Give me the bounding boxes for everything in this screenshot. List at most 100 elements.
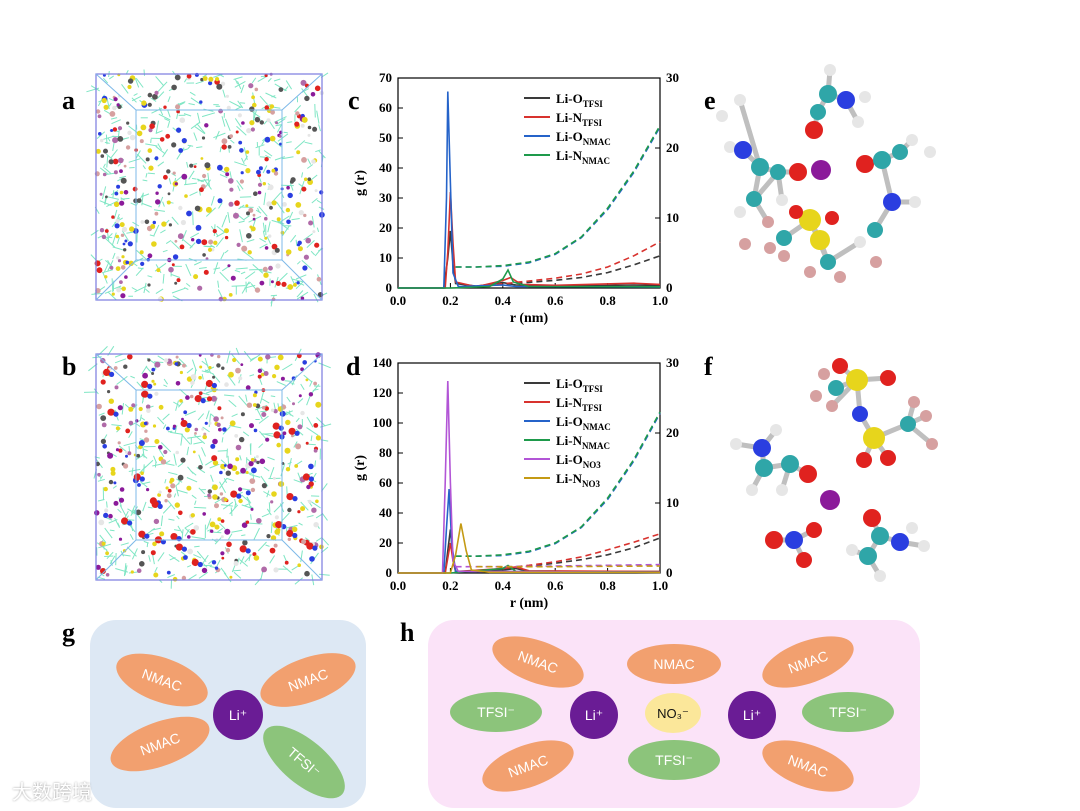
no3-anion-center: NO₃⁻	[645, 693, 701, 733]
panel-label-a: a	[62, 86, 75, 115]
y-left-tick-label: 10	[379, 250, 392, 265]
y-left-tick-label: 0	[386, 565, 393, 580]
li-ion-g: Li⁺	[213, 690, 263, 740]
x-tick-label: 1.0	[652, 578, 668, 593]
box-front	[95, 73, 323, 301]
li-ion-right: Li⁺	[728, 691, 776, 739]
legend-label-li-o-nmac: Li-ONMAC	[556, 414, 611, 432]
pill-nmac-5: NMAC	[762, 740, 854, 792]
y-left-tick-label: 40	[379, 160, 392, 175]
panel-label-d: d	[346, 352, 361, 381]
pill-nmac-4: NMAC	[482, 740, 574, 792]
x-tick-label: 0.0	[390, 293, 406, 308]
panel-label-c: c	[348, 86, 360, 115]
solvation-structure-e	[716, 64, 936, 283]
legend-label-li-n-tfsi: Li-NTFSI	[556, 110, 603, 128]
x-tick-label: 0.6	[547, 578, 564, 593]
coordination-line-li-n-nmac	[455, 411, 661, 557]
svg-text:TFSI⁻: TFSI⁻	[655, 752, 693, 768]
x-tick-label: 0.2	[442, 578, 458, 593]
lithium-ion	[811, 160, 831, 180]
panel-label-f: f	[704, 352, 713, 381]
pill-nmac-3: NMAC	[762, 636, 854, 688]
pill-nmac-1: NMAC	[492, 636, 584, 688]
rdf-chart-d: 0.0 0.2 0.4 0.6 0.8 1.00204060801001201400102…	[353, 355, 679, 611]
box-back	[135, 389, 283, 541]
y-left-axis-label: g (r)	[353, 455, 368, 481]
y-left-tick-label: 40	[379, 505, 392, 520]
y-left-axis-label: g (r)	[353, 170, 368, 196]
pill-tfsi-left: TFSI⁻	[450, 692, 542, 732]
y-left-tick-label: 60	[379, 100, 392, 115]
svg-text:Li⁺: Li⁺	[229, 707, 247, 723]
watermark-logo: 大数跨境	[12, 780, 92, 804]
y-left-tick-label: 80	[379, 445, 392, 460]
y-right-tick-label: 20	[666, 140, 679, 155]
x-axis-label: r (nm)	[510, 596, 549, 611]
plot-frame	[397, 77, 661, 289]
x-tick-label: 0.4	[495, 578, 512, 593]
x-tick-label: 0.2	[442, 293, 458, 308]
pill-nmac-2: NMAC	[627, 644, 721, 684]
plot-frame	[397, 362, 661, 574]
svg-text:TFSI⁻: TFSI⁻	[477, 704, 515, 720]
rdf-line-li-o-nmac	[398, 488, 661, 574]
rdf-line-li-n-tfsi	[398, 542, 661, 574]
rdf-line-li-n-nmac	[398, 268, 661, 289]
atoms	[730, 358, 938, 582]
y-left-tick-label: 120	[373, 385, 393, 400]
rdf-line-li-o-tfsi	[398, 230, 661, 289]
rdf-line-li-n-no3	[398, 523, 661, 574]
y-right-tick-label: 10	[666, 495, 679, 510]
y-left-tick-label: 100	[373, 415, 393, 430]
legend-label-li-n-nmac: Li-NNMAC	[556, 433, 610, 451]
y-left-tick-label: 20	[379, 220, 392, 235]
y-left-tick-label: 0	[386, 280, 393, 295]
atoms	[716, 64, 936, 283]
pill-nmac-bottom-left: NMAC	[110, 716, 210, 772]
panel-label-e: e	[704, 86, 716, 115]
box-back	[135, 109, 283, 261]
x-axis-label: r (nm)	[510, 311, 549, 326]
pill-tfsi-bottom-right: TFSI⁻	[263, 725, 345, 799]
schematic-g: NMAC NMAC NMAC TFSI⁻ Li⁺	[90, 620, 366, 808]
pill-tfsi-right: TFSI⁻	[802, 692, 894, 732]
panel-label-g: g	[62, 618, 75, 647]
x-tick-label: 0.8	[599, 293, 616, 308]
x-tick-label: 0.6	[547, 293, 564, 308]
legend-label-li-o-nmac: Li-ONMAC	[556, 129, 611, 147]
y-left-tick-label: 70	[379, 70, 392, 85]
y-left-tick-label: 30	[379, 190, 392, 205]
y-left-tick-label: 60	[379, 475, 392, 490]
pill-nmac-top-right: NMAC	[260, 653, 356, 707]
lithium-ion	[820, 490, 840, 510]
legend-label-li-o-no3: Li-ONO3	[556, 452, 601, 470]
y-right-tick-label: 0	[666, 565, 673, 580]
y-right-tick-label: 10	[666, 210, 679, 225]
y-right-tick-label: 0	[666, 280, 673, 295]
svg-text:Li⁺: Li⁺	[585, 707, 603, 723]
rdf-line-li-n-tfsi	[398, 191, 661, 289]
panel-label-h: h	[400, 618, 415, 647]
li-ion-left: Li⁺	[570, 691, 618, 739]
box-front	[95, 353, 323, 581]
solvation-structure-f	[730, 358, 938, 582]
coordination-line-li-o-tfsi	[476, 255, 661, 288]
rdf-chart-c: 0.0 0.2 0.4 0.6 0.8 1.00102030405060700102030…	[353, 70, 679, 326]
pill-nmac-top-left: NMAC	[116, 653, 208, 707]
svg-text:TFSI⁻: TFSI⁻	[829, 704, 867, 720]
y-right-tick-label: 30	[666, 355, 679, 370]
legend-label-li-n-nmac: Li-NNMAC	[556, 148, 610, 166]
x-tick-label: 0.8	[599, 578, 616, 593]
svg-text:NO₃⁻: NO₃⁻	[657, 706, 689, 721]
rdf-line-li-o-nmac	[398, 91, 661, 289]
legend-label-li-o-tfsi: Li-OTFSI	[556, 376, 603, 394]
y-left-tick-label: 20	[379, 535, 392, 550]
legend-label-li-n-no3: Li-NNO3	[556, 471, 601, 489]
y-left-tick-label: 140	[373, 355, 393, 370]
coordination-line-li-n-nmac	[455, 125, 661, 268]
schematic-h: NMAC NMAC NMAC TFSI⁻ TFSI⁻ NMAC TFSI⁻ NM…	[428, 620, 920, 808]
y-left-tick-label: 50	[379, 130, 392, 145]
legend-label-li-n-tfsi: Li-NTFSI	[556, 395, 603, 413]
